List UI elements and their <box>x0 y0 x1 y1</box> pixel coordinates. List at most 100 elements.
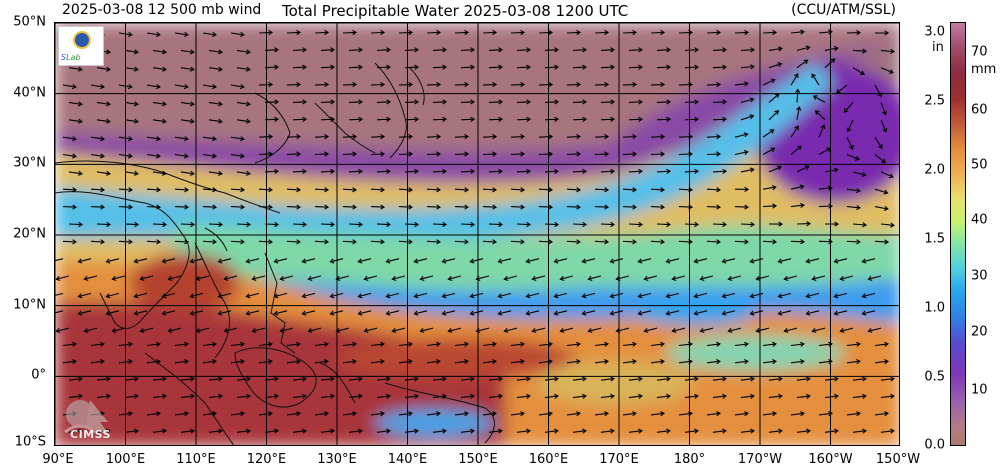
wind-arrow-icon <box>628 116 644 122</box>
wind-arrow-icon <box>258 134 274 140</box>
wind-arrow-icon <box>846 153 860 161</box>
wind-arrow-icon <box>398 359 413 365</box>
wind-arrow-icon <box>180 221 196 228</box>
wind-arrow-icon <box>279 275 294 282</box>
wind-arrow-icon <box>118 136 133 142</box>
wind-arrow-icon <box>376 393 391 399</box>
wind-arrow-icon <box>454 134 470 140</box>
wind-arrow-icon <box>510 82 526 88</box>
wind-arrow-icon <box>600 428 615 434</box>
wind-arrow-icon <box>62 136 77 142</box>
wind-arrow-icon <box>572 393 587 399</box>
wind-arrow-icon <box>525 292 540 299</box>
wind-arrow-icon <box>740 376 755 382</box>
wind-arrow-icon <box>762 239 778 245</box>
wind-arrow-icon <box>286 411 301 417</box>
wind-arrow-icon <box>146 83 161 90</box>
wind-arrow-icon <box>861 258 876 264</box>
wind-arrow-icon <box>124 101 139 107</box>
wind-arrow-icon <box>566 204 582 210</box>
wind-arrow-icon <box>118 359 133 365</box>
wind-arrow-icon <box>111 327 126 334</box>
wind-arrow-icon <box>152 118 167 124</box>
wind-arrow-icon <box>320 221 336 228</box>
lat-tick-label: 10°S <box>14 434 46 450</box>
wind-arrow-icon <box>482 151 498 157</box>
wind-arrow-icon <box>398 134 414 140</box>
wind-arrow-icon <box>96 221 112 228</box>
wind-arrow-icon <box>706 411 721 417</box>
wind-arrow-icon <box>734 239 750 245</box>
wind-arrow-icon <box>55 327 70 334</box>
colorbar-inch-tick: 1.0 <box>924 300 945 316</box>
wind-arrow-icon <box>329 310 344 316</box>
wind-arrow-icon <box>348 47 364 53</box>
wind-arrow-icon <box>510 134 526 140</box>
wind-arrow-icon <box>348 168 364 174</box>
wind-arrow-icon <box>805 258 820 264</box>
wind-arrow-icon <box>656 116 672 122</box>
wind-arrow-icon <box>180 118 195 124</box>
wind-arrow-icon <box>510 359 525 365</box>
wind-arrow-icon <box>712 64 728 70</box>
wind-arrow-icon <box>796 428 811 434</box>
wind-arrow-icon <box>650 411 665 417</box>
wind-arrow-icon <box>783 275 798 282</box>
wind-arrow-icon <box>678 239 694 245</box>
wind-arrow-icon <box>146 153 161 159</box>
wind-arrow-icon <box>208 376 223 382</box>
wind-arrow-icon <box>706 341 721 347</box>
wind-arrow-icon <box>441 310 456 316</box>
wind-arrow-icon <box>861 292 876 299</box>
wind-arrow-icon <box>880 102 887 116</box>
wind-arrow-icon <box>152 170 167 176</box>
wind-arrow-icon <box>650 239 666 245</box>
wind-arrow-icon <box>152 49 167 55</box>
wind-arrow-icon <box>628 168 644 174</box>
wind-arrow-icon <box>426 411 441 417</box>
wind-arrow-icon <box>833 310 848 316</box>
wind-arrow-icon <box>230 153 245 159</box>
wind-arrow-icon <box>118 204 134 210</box>
wind-arrow-icon <box>706 239 722 245</box>
colorbar-mm-tick: 20 <box>971 324 988 340</box>
wind-arrow-icon <box>587 327 602 334</box>
wind-arrow-icon <box>419 327 434 334</box>
wind-arrow-icon <box>488 393 503 399</box>
wind-arrow-icon <box>217 258 232 264</box>
wind-arrow-icon <box>426 239 442 245</box>
wind-arrow-icon <box>812 95 826 103</box>
wind-arrow-icon <box>566 82 582 88</box>
wind-arrow-icon <box>124 428 139 434</box>
wind-arrow-icon <box>96 118 111 124</box>
wind-arrow-icon <box>124 49 139 55</box>
wind-arrow-icon <box>133 310 148 316</box>
wind-arrow-icon <box>376 47 392 53</box>
wind-arrow-icon <box>398 411 413 417</box>
wind-arrow-icon <box>426 187 442 193</box>
wind-arrow-icon <box>790 411 805 417</box>
wind-arrow-icon <box>874 205 889 212</box>
wind-arrow-icon <box>258 82 274 88</box>
wind-arrow-icon <box>167 327 182 334</box>
wind-arrow-icon <box>706 82 722 88</box>
wind-arrow-icon <box>706 29 722 36</box>
wind-arrow-icon <box>385 258 400 264</box>
wind-arrow-icon <box>516 116 532 122</box>
wind-arrow-icon <box>77 310 92 316</box>
lon-tick-label: 160°E <box>528 452 569 467</box>
wind-arrow-icon <box>818 239 834 245</box>
wind-arrow-icon <box>342 151 358 157</box>
wind-arrow-icon <box>342 359 357 365</box>
wind-arrow-icon <box>245 310 260 316</box>
wind-arrow-icon <box>525 258 540 264</box>
wind-arrow-icon <box>734 132 749 138</box>
wind-arrow-icon <box>320 168 336 174</box>
wind-arrow-icon <box>488 64 504 70</box>
wind-arrow-icon <box>174 187 190 193</box>
wind-arrow-icon <box>818 411 833 417</box>
wind-arrow-icon <box>665 258 680 264</box>
wind-arrow-icon <box>62 239 78 245</box>
wind-arrow-icon <box>223 275 238 282</box>
wind-arrow-icon <box>124 393 139 399</box>
